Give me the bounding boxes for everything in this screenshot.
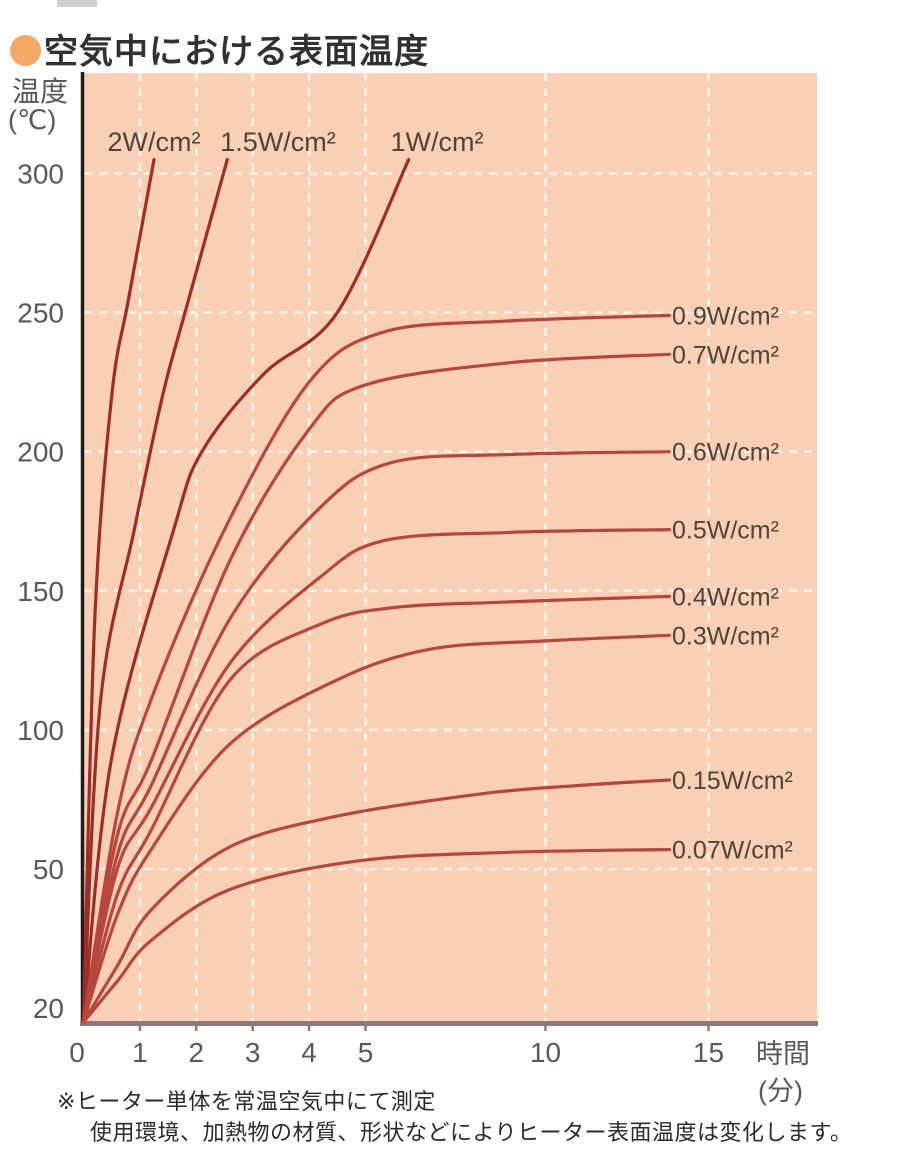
curve-1.5wcm	[81, 158, 229, 1024]
section-title: 空気中における表面温度	[10, 24, 429, 73]
curve-0.7wcm	[81, 352, 671, 1024]
y-tick-label-100: 100	[17, 715, 64, 746]
curve-label-1.5wcm: 1.5W/cm²	[220, 127, 336, 157]
x-axis-title: 時間	[756, 1039, 810, 1069]
curve-label-2wcm: 2W/cm²	[108, 127, 201, 157]
curve-2wcm	[81, 158, 156, 1024]
x-tick-label-3: 3	[245, 1037, 261, 1068]
x-tick-label-0: 0	[69, 1037, 85, 1068]
x-tick-label-15: 15	[693, 1037, 724, 1068]
curve-0.4wcm	[81, 594, 671, 1024]
y-tick-label-300: 300	[17, 159, 64, 190]
y-tick-label-200: 200	[17, 437, 64, 468]
curve-0.6wcm	[81, 450, 671, 1024]
curve-label-0.3wcm: 0.3W/cm²	[672, 622, 779, 650]
title-bullet-icon	[10, 34, 41, 66]
screen-artifact	[57, 0, 97, 7]
x-tick-label-2: 2	[189, 1037, 205, 1068]
x-tick-label-5: 5	[358, 1037, 374, 1068]
y-axis-unit: (℃)	[8, 105, 57, 135]
y-axis-title: 温度	[12, 76, 69, 107]
curve-label-0.15wcm: 0.15W/cm²	[672, 767, 793, 795]
curve-label-0.5wcm: 0.5W/cm²	[672, 517, 779, 545]
y-tick-label-20: 20	[33, 993, 64, 1024]
curve-label-0.07wcm: 0.07W/cm²	[672, 837, 793, 865]
curve-label-0.6wcm: 0.6W/cm²	[672, 439, 779, 467]
curve-label-0.7wcm: 0.7W/cm²	[672, 341, 779, 369]
y-tick-label-150: 150	[17, 576, 64, 607]
y-tick-label-250: 250	[17, 298, 64, 329]
curve-label-1wcm: 1W/cm²	[391, 127, 484, 157]
y-tick-label-50: 50	[33, 854, 64, 885]
footnote-disclaimer: 使用環境、加熱物の材質、形状などによりヒーター表面温度は変化します。	[90, 1120, 853, 1145]
page-title: 空気中における表面温度	[44, 33, 429, 71]
curve-1wcm	[81, 158, 411, 1024]
plot-area	[84, 73, 817, 1022]
x-tick-label-4: 4	[301, 1037, 317, 1068]
curve-0.07wcm	[81, 847, 671, 1024]
curve-0.3wcm	[81, 633, 671, 1024]
x-tick-label-1: 1	[132, 1037, 148, 1068]
x-axis-unit: (分)	[758, 1076, 803, 1106]
x-tick-label-10: 10	[530, 1037, 561, 1068]
curve-label-0.4wcm: 0.4W/cm²	[672, 583, 779, 611]
curve-0.15wcm	[81, 778, 671, 1024]
curve-label-0.9wcm: 0.9W/cm²	[672, 302, 779, 330]
curve-0.5wcm	[81, 528, 671, 1024]
footnote-measurement: ※ヒーター単体を常温空気中にて測定	[57, 1089, 436, 1114]
curve-0.9wcm	[81, 313, 671, 1024]
